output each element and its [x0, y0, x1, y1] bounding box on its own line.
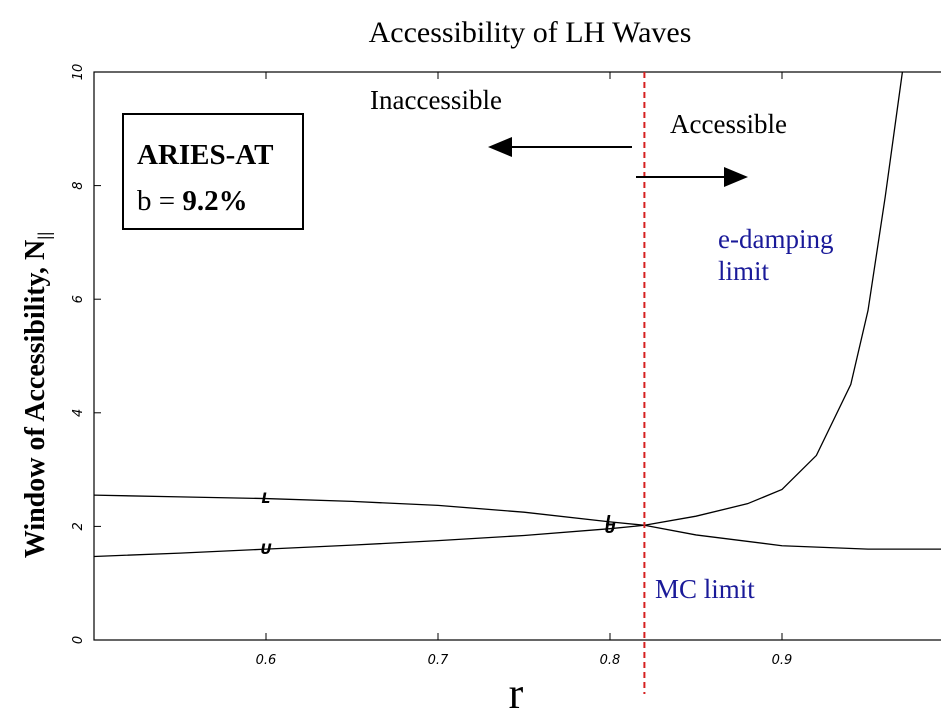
y-axis-label-subscript: ||: [34, 232, 54, 240]
accessible-arrow: [636, 167, 748, 187]
y-tick-label: 0: [71, 636, 86, 644]
x-tick-label: 0.8: [600, 653, 621, 668]
curve-label: L: [606, 514, 615, 530]
config-box-title: ARIES-AT: [137, 139, 273, 171]
svg-text:Window of Accessibility, N||: Window of Accessibility, N||: [20, 232, 54, 558]
chart-title: Accessibility of LH Waves: [369, 16, 692, 49]
e-damping-label: e-damping: [718, 224, 833, 254]
y-tick-label: 4: [71, 409, 86, 417]
y-tick-label: 6: [71, 295, 86, 303]
inaccessible-label: Inaccessible: [370, 85, 502, 115]
curve-label: U: [260, 542, 272, 558]
x-tick-label: 0.6: [256, 653, 277, 668]
accessible-label: Accessible: [670, 109, 787, 139]
x-ticks: 0.60.70.80.91: [256, 72, 793, 668]
inaccessible-arrow: [488, 137, 632, 157]
y-tick-label: 2: [71, 522, 86, 530]
e-damping-limit-label: limit: [718, 256, 770, 286]
config-box: ARIES-AT b = 9.2%: [122, 113, 304, 230]
curve-label: U: [604, 521, 616, 537]
plot-frame: [93, 71, 941, 641]
y-ticks: 0 2 4 6 8 10: [71, 64, 101, 644]
x-tick-label: 0.7: [428, 653, 449, 668]
series-line-e-damping: [644, 71, 904, 526]
series-layer: [93, 71, 941, 558]
config-box-beta: b = 9.2%: [137, 185, 248, 217]
y-tick-label: 10: [71, 64, 86, 81]
y-axis-label: Window of Accessibility, N||: [20, 232, 54, 558]
x-tick-label: 0.9: [772, 653, 793, 668]
series-line-l: [93, 494, 941, 550]
mc-limit-label: MC limit: [655, 574, 755, 604]
series-line-u: [93, 524, 645, 558]
y-tick-label: 8: [71, 181, 86, 189]
y-axis-label-text: Window of Accessibility, N: [20, 240, 51, 558]
x-axis-label: r: [509, 669, 524, 715]
curve-label: L: [262, 491, 271, 507]
curve-labels: LULUL: [260, 491, 616, 558]
